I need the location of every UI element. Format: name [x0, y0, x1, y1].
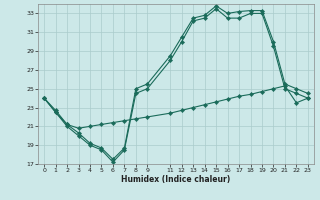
- X-axis label: Humidex (Indice chaleur): Humidex (Indice chaleur): [121, 175, 231, 184]
